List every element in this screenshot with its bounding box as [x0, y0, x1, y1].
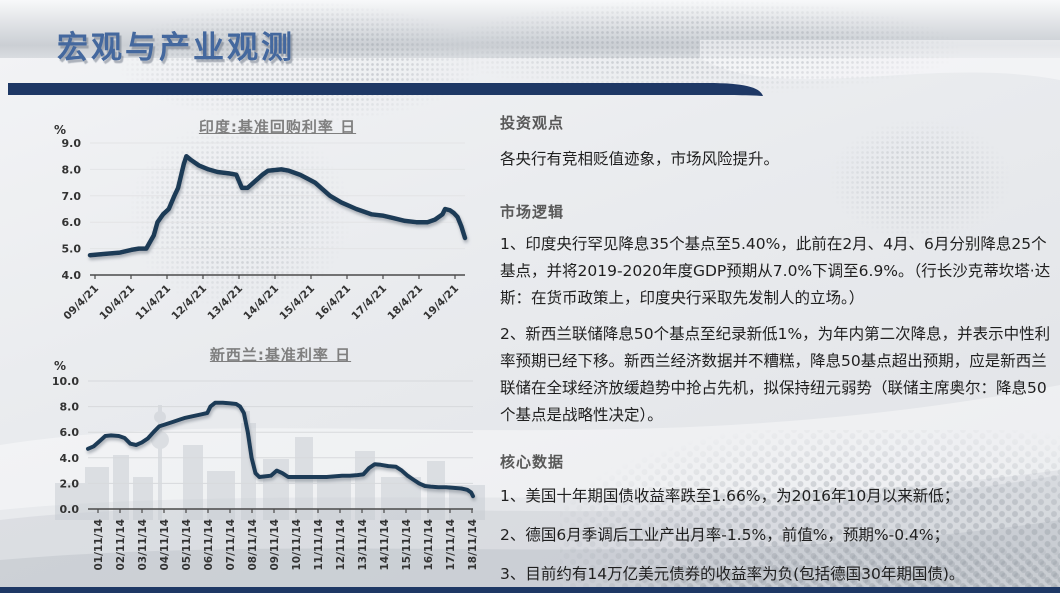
- title-underline-swoosh: [8, 83, 763, 96]
- svg-text:7.0: 7.0: [62, 190, 82, 203]
- section-paragraph: 1、美国十年期国债收益率跌至1.66%，为2016年10月以来新低；: [500, 487, 960, 505]
- worldmap-dots-pattern: [440, 0, 960, 95]
- svg-text:16/4/21: 16/4/21: [313, 283, 353, 323]
- svg-text:12/11/14: 12/11/14: [335, 519, 347, 571]
- svg-text:17/11/14: 17/11/14: [445, 519, 457, 571]
- svg-text:%: %: [54, 123, 66, 137]
- svg-text:4.0: 4.0: [60, 452, 80, 465]
- svg-text:18/4/21: 18/4/21: [385, 283, 425, 323]
- chart-title: 印度:基准回购利率 日: [198, 118, 357, 136]
- svg-text:9.0: 9.0: [62, 137, 82, 150]
- worldmap-dots-pattern: [120, 2, 480, 122]
- section-paragraph: 各央行有竞相贬值迹象，市场风险提升。: [500, 150, 780, 168]
- svg-text:12/4/21: 12/4/21: [169, 283, 209, 323]
- section-paragraph: 3、目前约有14万亿美元债券的收益率为负(包括德国30年期国债)。: [500, 565, 965, 583]
- svg-text:6.0: 6.0: [60, 426, 80, 439]
- svg-text:04/11/14: 04/11/14: [159, 519, 171, 571]
- svg-text:6.0: 6.0: [62, 216, 82, 229]
- section-paragraph: 1、印度央行罕见降息35个基点至5.40%，此前在2月、4月、6月分别降息25个…: [500, 235, 1051, 307]
- svg-text:8.0: 8.0: [62, 163, 82, 176]
- svg-text:09/4/21: 09/4/21: [61, 283, 101, 323]
- svg-text:8.0: 8.0: [60, 401, 80, 414]
- svg-text:02/11/14: 02/11/14: [115, 519, 127, 571]
- svg-text:13/4/21: 13/4/21: [205, 283, 245, 323]
- worldmap-dots-pattern: [830, 120, 1010, 240]
- svg-text:01/11/14: 01/11/14: [93, 519, 105, 571]
- svg-text:06/11/14: 06/11/14: [203, 519, 215, 571]
- section-heading: 市场逻辑: [500, 203, 565, 221]
- svg-text:15/11/14: 15/11/14: [401, 519, 413, 571]
- chart-nz-base-rate: 新西兰:基准利率 日 10.0 8.0 6.0 4.0 2.0 0.0 01/11/14 02…: [40, 338, 500, 590]
- city-skyline-watermark: [55, 405, 485, 520]
- honeycomb-pattern: [640, 540, 1060, 593]
- svg-text:14/4/21: 14/4/21: [241, 283, 281, 323]
- svg-text:0.0: 0.0: [60, 503, 80, 516]
- svg-text:5.0: 5.0: [62, 243, 82, 256]
- svg-text:18/11/14: 18/11/14: [467, 519, 479, 571]
- svg-text:10/11/14: 10/11/14: [291, 519, 303, 571]
- svg-text:16/11/14: 16/11/14: [423, 519, 435, 571]
- svg-text:10.0: 10.0: [52, 375, 79, 388]
- section-paragraph: 2、德国6月季调后工业产出月率-1.5%，前值%，预期%-0.4%；: [500, 526, 950, 544]
- svg-text:11/11/14: 11/11/14: [313, 519, 325, 571]
- svg-text:4.0: 4.0: [62, 269, 82, 282]
- honeycomb-pattern: [560, 430, 1060, 593]
- svg-text:10/4/21: 10/4/21: [97, 283, 137, 323]
- chart-india-repo-rate: 印度:基准回购利率 日 9.0 8.0 7.0 6.0 5.0 4.0 09/4/21 10/…: [40, 110, 490, 338]
- section-investment-view: 投资观点 各央行有竞相贬值迹象，市场风险提升。: [500, 112, 1052, 173]
- svg-text:14/11/14: 14/11/14: [379, 519, 391, 571]
- bottom-accent-bar: [0, 587, 1060, 593]
- svg-text:09/11/14: 09/11/14: [269, 519, 281, 571]
- section-market-logic: 市场逻辑 1、印度央行罕见降息35个基点至5.40%，此前在2月、4月、6月分别…: [500, 201, 1052, 429]
- svg-text:19/4/21: 19/4/21: [421, 283, 461, 323]
- svg-text:11/4/21: 11/4/21: [133, 283, 173, 323]
- svg-text:17/4/21: 17/4/21: [349, 283, 389, 323]
- page-title: 宏观与产业观测: [57, 30, 295, 66]
- svg-text:05/11/14: 05/11/14: [181, 519, 193, 571]
- svg-text:03/11/14: 03/11/14: [137, 519, 149, 571]
- section-core-data: 核心数据 1、美国十年期国债收益率跌至1.66%，为2016年10月以来新低； …: [500, 451, 1052, 589]
- svg-text:%: %: [54, 359, 66, 373]
- svg-text:15/4/21: 15/4/21: [277, 283, 317, 323]
- india-repo-rate-chart-canvas: 9.08.07.06.05.04.009/4/2110/4/2111/4/211…: [54, 123, 468, 323]
- svg-text:13/11/14: 13/11/14: [357, 519, 369, 571]
- section-paragraph: 2、新西兰联储降息50个基点至纪录新低1%，为年内第二次降息，并表示中性利率预期…: [500, 325, 1051, 424]
- svg-text:07/11/14: 07/11/14: [225, 519, 237, 571]
- nz-base-rate-chart-canvas: 10.0 8.0 6.0 4.0 2.0 0.0 01/11/14 02/11/14 03/11…: [52, 359, 479, 571]
- chart-title: 新西兰:基准利率 日: [209, 346, 352, 364]
- svg-text:08/11/14: 08/11/14: [247, 519, 259, 571]
- section-heading: 投资观点: [500, 114, 565, 132]
- svg-text:2.0: 2.0: [60, 477, 80, 490]
- section-heading: 核心数据: [500, 453, 565, 471]
